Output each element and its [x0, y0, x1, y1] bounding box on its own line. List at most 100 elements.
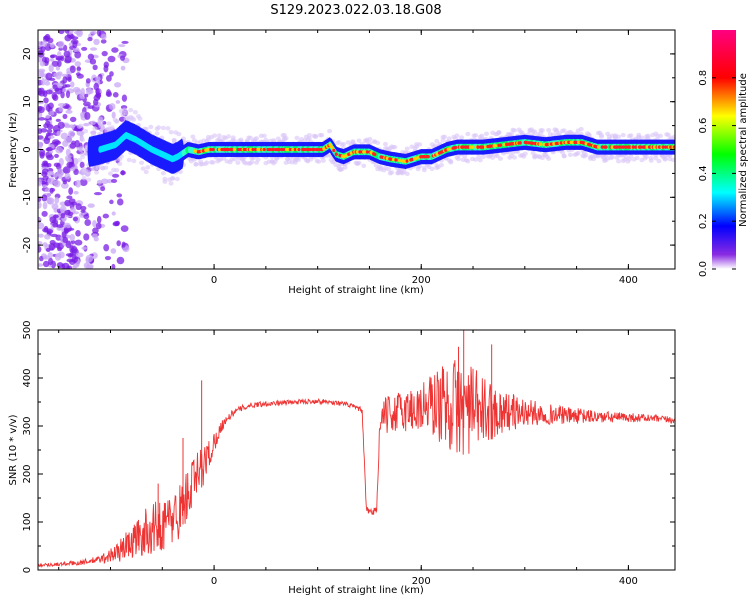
spectrogram-ridge-peak — [642, 145, 647, 149]
spectrogram-halo — [109, 125, 115, 130]
spectrogram-halo — [319, 132, 325, 138]
spectrogram-halo — [459, 135, 465, 140]
spectrogram-noise-blob — [75, 203, 82, 211]
spectrogram-noise-blob — [83, 213, 90, 220]
spectrogram-noise-blob — [61, 73, 68, 78]
spectrogram-noise-blob — [58, 106, 64, 112]
spectrogram-noise-blob — [41, 168, 49, 175]
spectrogram-noise-blob — [66, 195, 73, 200]
spectrogram-noise-blob — [69, 234, 76, 241]
spectrogram-halo — [553, 127, 559, 133]
spectrogram-ridge-peak — [211, 147, 215, 152]
spectrogram-noise-blob — [100, 39, 107, 44]
spectrogram-noise-blob — [79, 92, 86, 100]
spectrogram-noise-blob — [64, 199, 71, 207]
spectrogram-y-label: Frequency (Hz) — [8, 112, 19, 188]
spectrogram-noise-blob — [66, 227, 75, 231]
spectrogram-noise-blob — [47, 171, 54, 175]
spectrogram-ridge-peak — [657, 145, 662, 149]
spectrogram-halo — [567, 152, 573, 158]
spectrogram-ridge-peak — [624, 145, 628, 149]
spectrogram-halo — [165, 126, 171, 131]
spectrogram-halo — [90, 120, 96, 125]
colorbar-gradient — [712, 30, 736, 269]
spectrogram-ridge-peak — [498, 143, 502, 147]
spectrogram-ridge-peak — [194, 149, 198, 153]
spectrogram-ridge-peak — [251, 147, 255, 152]
spectrogram-halo — [171, 137, 177, 143]
spectrogram-noise-blob — [111, 178, 118, 184]
spectrogram-ridge-peak — [488, 144, 493, 148]
spectrogram-noise-blob — [91, 233, 98, 239]
spectrogram-halo — [261, 133, 267, 138]
spectrogram-ridge-peak — [447, 147, 452, 151]
spectrogram-ridge-peak — [316, 147, 320, 152]
snr-panel: 0 200 400 0 100 200 300 400 500 Height of straig… — [8, 320, 676, 596]
spectrogram-halo — [670, 157, 675, 163]
spectrogram-noise-blob — [57, 121, 65, 129]
spectrogram-halo — [80, 154, 86, 160]
spectrogram-ridge-peak — [422, 154, 427, 159]
spectrogram-noise-blob — [50, 54, 55, 59]
spectrogram-halo — [342, 165, 348, 170]
spectrogram-noise-blob — [85, 78, 91, 84]
spectrogram-halo — [483, 131, 489, 137]
spectrogram-halo — [404, 146, 410, 151]
spectrogram-halo — [78, 123, 84, 129]
spectrogram-noise-blob — [38, 196, 42, 203]
spectrogram-halo — [140, 166, 146, 171]
spectrogram-noise-blob — [74, 239, 83, 246]
spectrogram-noise-blob — [46, 146, 53, 152]
spectrogram-ridge-peak — [555, 141, 560, 146]
spectrogram-noise-blob — [111, 111, 116, 119]
spectrogram-ridge-peak — [362, 150, 366, 154]
spectrogram-halo — [442, 134, 448, 140]
spectrogram-noise-blob — [53, 173, 58, 178]
spectrogram-ridge-peak — [355, 150, 360, 154]
spectrogram-halo — [254, 136, 260, 141]
spectrogram-halo — [383, 141, 389, 147]
spectrogram-halo — [546, 127, 552, 133]
snr-x-tick-label: 400 — [619, 576, 638, 587]
spectrogram-noise-blob — [53, 162, 61, 168]
spectrogram-noise-blob — [70, 245, 78, 254]
spectrogram-noise-blob — [117, 198, 124, 206]
spectrogram-halo — [168, 181, 174, 186]
spectrogram-noise-blob — [65, 109, 73, 114]
spectrogram-noise-blob — [53, 207, 58, 213]
spectrogram-noise-blob — [120, 170, 126, 176]
spectrogram-halo — [86, 170, 92, 175]
spectrogram-noise-blob — [114, 82, 122, 88]
spectrogram-halo — [128, 107, 134, 113]
spectrogram-ridge-peak — [621, 145, 626, 149]
spectrogram-noise-blob — [116, 240, 122, 247]
spectrogram-ridge-peak — [334, 152, 338, 156]
spectrogram-noise-blob — [69, 259, 76, 265]
spectrogram-noise-blob — [73, 190, 79, 195]
spectrogram-noise-blob — [81, 46, 88, 51]
spectrogram-y-tick-label: -20 — [22, 237, 33, 253]
spectrogram-noise-blob — [38, 56, 43, 63]
spectrogram-panel: 0 200 400 -20 -10 0 10 20 Height of straight li… — [8, 29, 676, 296]
spectrogram-halo — [448, 160, 454, 165]
spectrogram-halo — [421, 165, 427, 170]
spectrogram-noise-blob — [70, 166, 76, 172]
snr-y-tick-label: 200 — [22, 464, 33, 483]
spectrogram-noise-blob — [62, 113, 68, 119]
spectrogram-noise-blob — [87, 105, 94, 109]
spectrogram-y-tick-label: 20 — [22, 48, 33, 61]
snr-x-tick-label: 200 — [412, 576, 431, 587]
spectrogram-noise-blob — [62, 166, 71, 174]
spectrogram-noise-blob — [38, 106, 45, 114]
spectrogram-noise-blob — [46, 229, 54, 234]
spectrogram-noise-blob — [87, 203, 95, 208]
snr-axes: 0 200 400 0 100 200 300 400 500 — [22, 320, 675, 587]
spectrogram-noise-blob — [74, 61, 82, 67]
colorbar-tick-label: 0.0 — [698, 261, 709, 277]
spectrogram-noise-blob — [38, 178, 42, 187]
spectrogram-noise-blob — [101, 50, 108, 57]
spectrogram-noise-blob — [55, 65, 61, 71]
spectrogram-halo — [255, 157, 261, 162]
colorbar-tick-label: 0.2 — [698, 213, 709, 229]
